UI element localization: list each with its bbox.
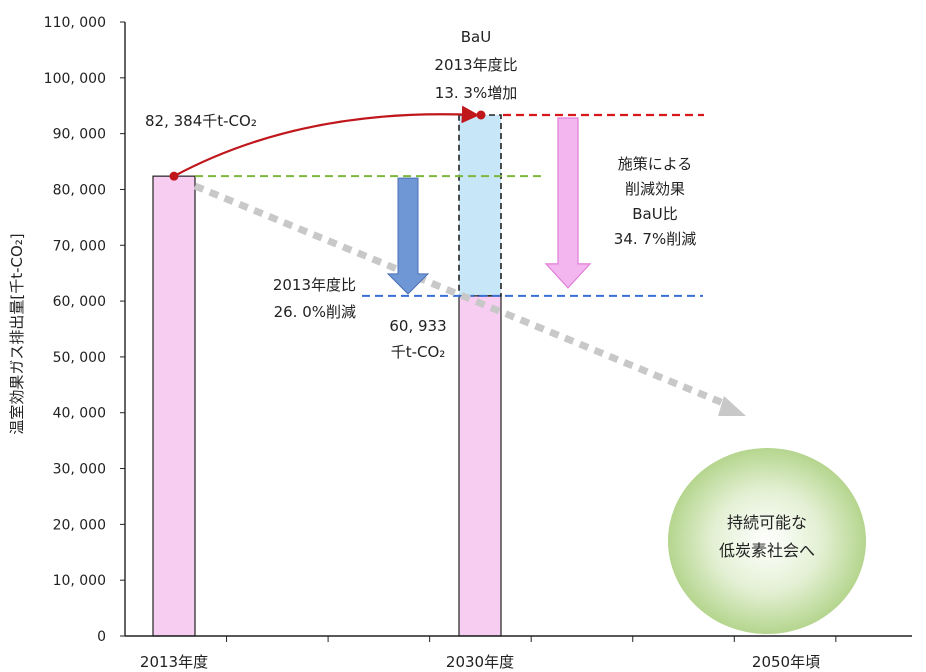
y-tick-label: 20, 000 xyxy=(53,517,106,533)
measure-line-2: 削減効果 xyxy=(625,180,685,198)
y-tick-label: 40, 000 xyxy=(53,406,106,422)
measure-line-3: BaU比 xyxy=(632,205,677,223)
y-axis-title: 温室効果ガス排出量[千t-CO₂] xyxy=(8,233,26,434)
bar-2030-bau xyxy=(459,115,501,296)
reduction-arrow-bau xyxy=(546,118,590,288)
bar-2013 xyxy=(153,176,195,636)
vision-line-1: 持続可能な xyxy=(727,513,807,532)
x-label-2050: 2050年頃 xyxy=(752,653,820,671)
y-axis-ticks: 0 10, 000 20, 000 30, 000 40, 000 50, 000 60, … xyxy=(44,15,125,645)
reduction-arrow-2013 xyxy=(388,178,428,294)
x-label-2013: 2013年度 xyxy=(140,653,208,671)
y-tick-label: 90, 000 xyxy=(53,127,106,143)
point-bau-2030 xyxy=(477,111,486,120)
ratio-line-2: 26. 0%削減 xyxy=(274,303,356,321)
bau-ratio: 2013年度比 xyxy=(434,56,517,74)
point-2013 xyxy=(170,172,179,181)
measure-line-4: 34. 7%削減 xyxy=(614,230,696,248)
target-value-label: 60, 933 xyxy=(389,317,446,335)
bau-increase: 13. 3%増加 xyxy=(435,84,517,102)
measure-line-1: 施策による xyxy=(618,155,693,173)
y-tick-label: 10, 000 xyxy=(53,573,106,589)
y-tick-label: 30, 000 xyxy=(53,462,106,478)
bar-2030 xyxy=(459,296,501,636)
x-label-2030: 2030年度 xyxy=(446,653,514,671)
y-tick-label: 70, 000 xyxy=(53,238,106,254)
ratio-line-1: 2013年度比 xyxy=(273,276,356,294)
y-tick-label: 80, 000 xyxy=(53,182,106,198)
y-tick-label: 0 xyxy=(97,629,106,645)
vision-line-2: 低炭素社会へ xyxy=(719,541,815,560)
bau-title: BaU xyxy=(461,28,491,46)
y-tick-label: 60, 000 xyxy=(53,294,106,310)
x-axis-ticks xyxy=(227,636,836,642)
y-tick-label: 110, 000 xyxy=(44,15,106,31)
base-value-label: 82, 384千t-CO₂ xyxy=(145,112,257,130)
y-tick-label: 50, 000 xyxy=(53,350,106,366)
y-tick-label: 100, 000 xyxy=(44,71,106,87)
target-unit-label: 千t-CO₂ xyxy=(391,343,446,361)
